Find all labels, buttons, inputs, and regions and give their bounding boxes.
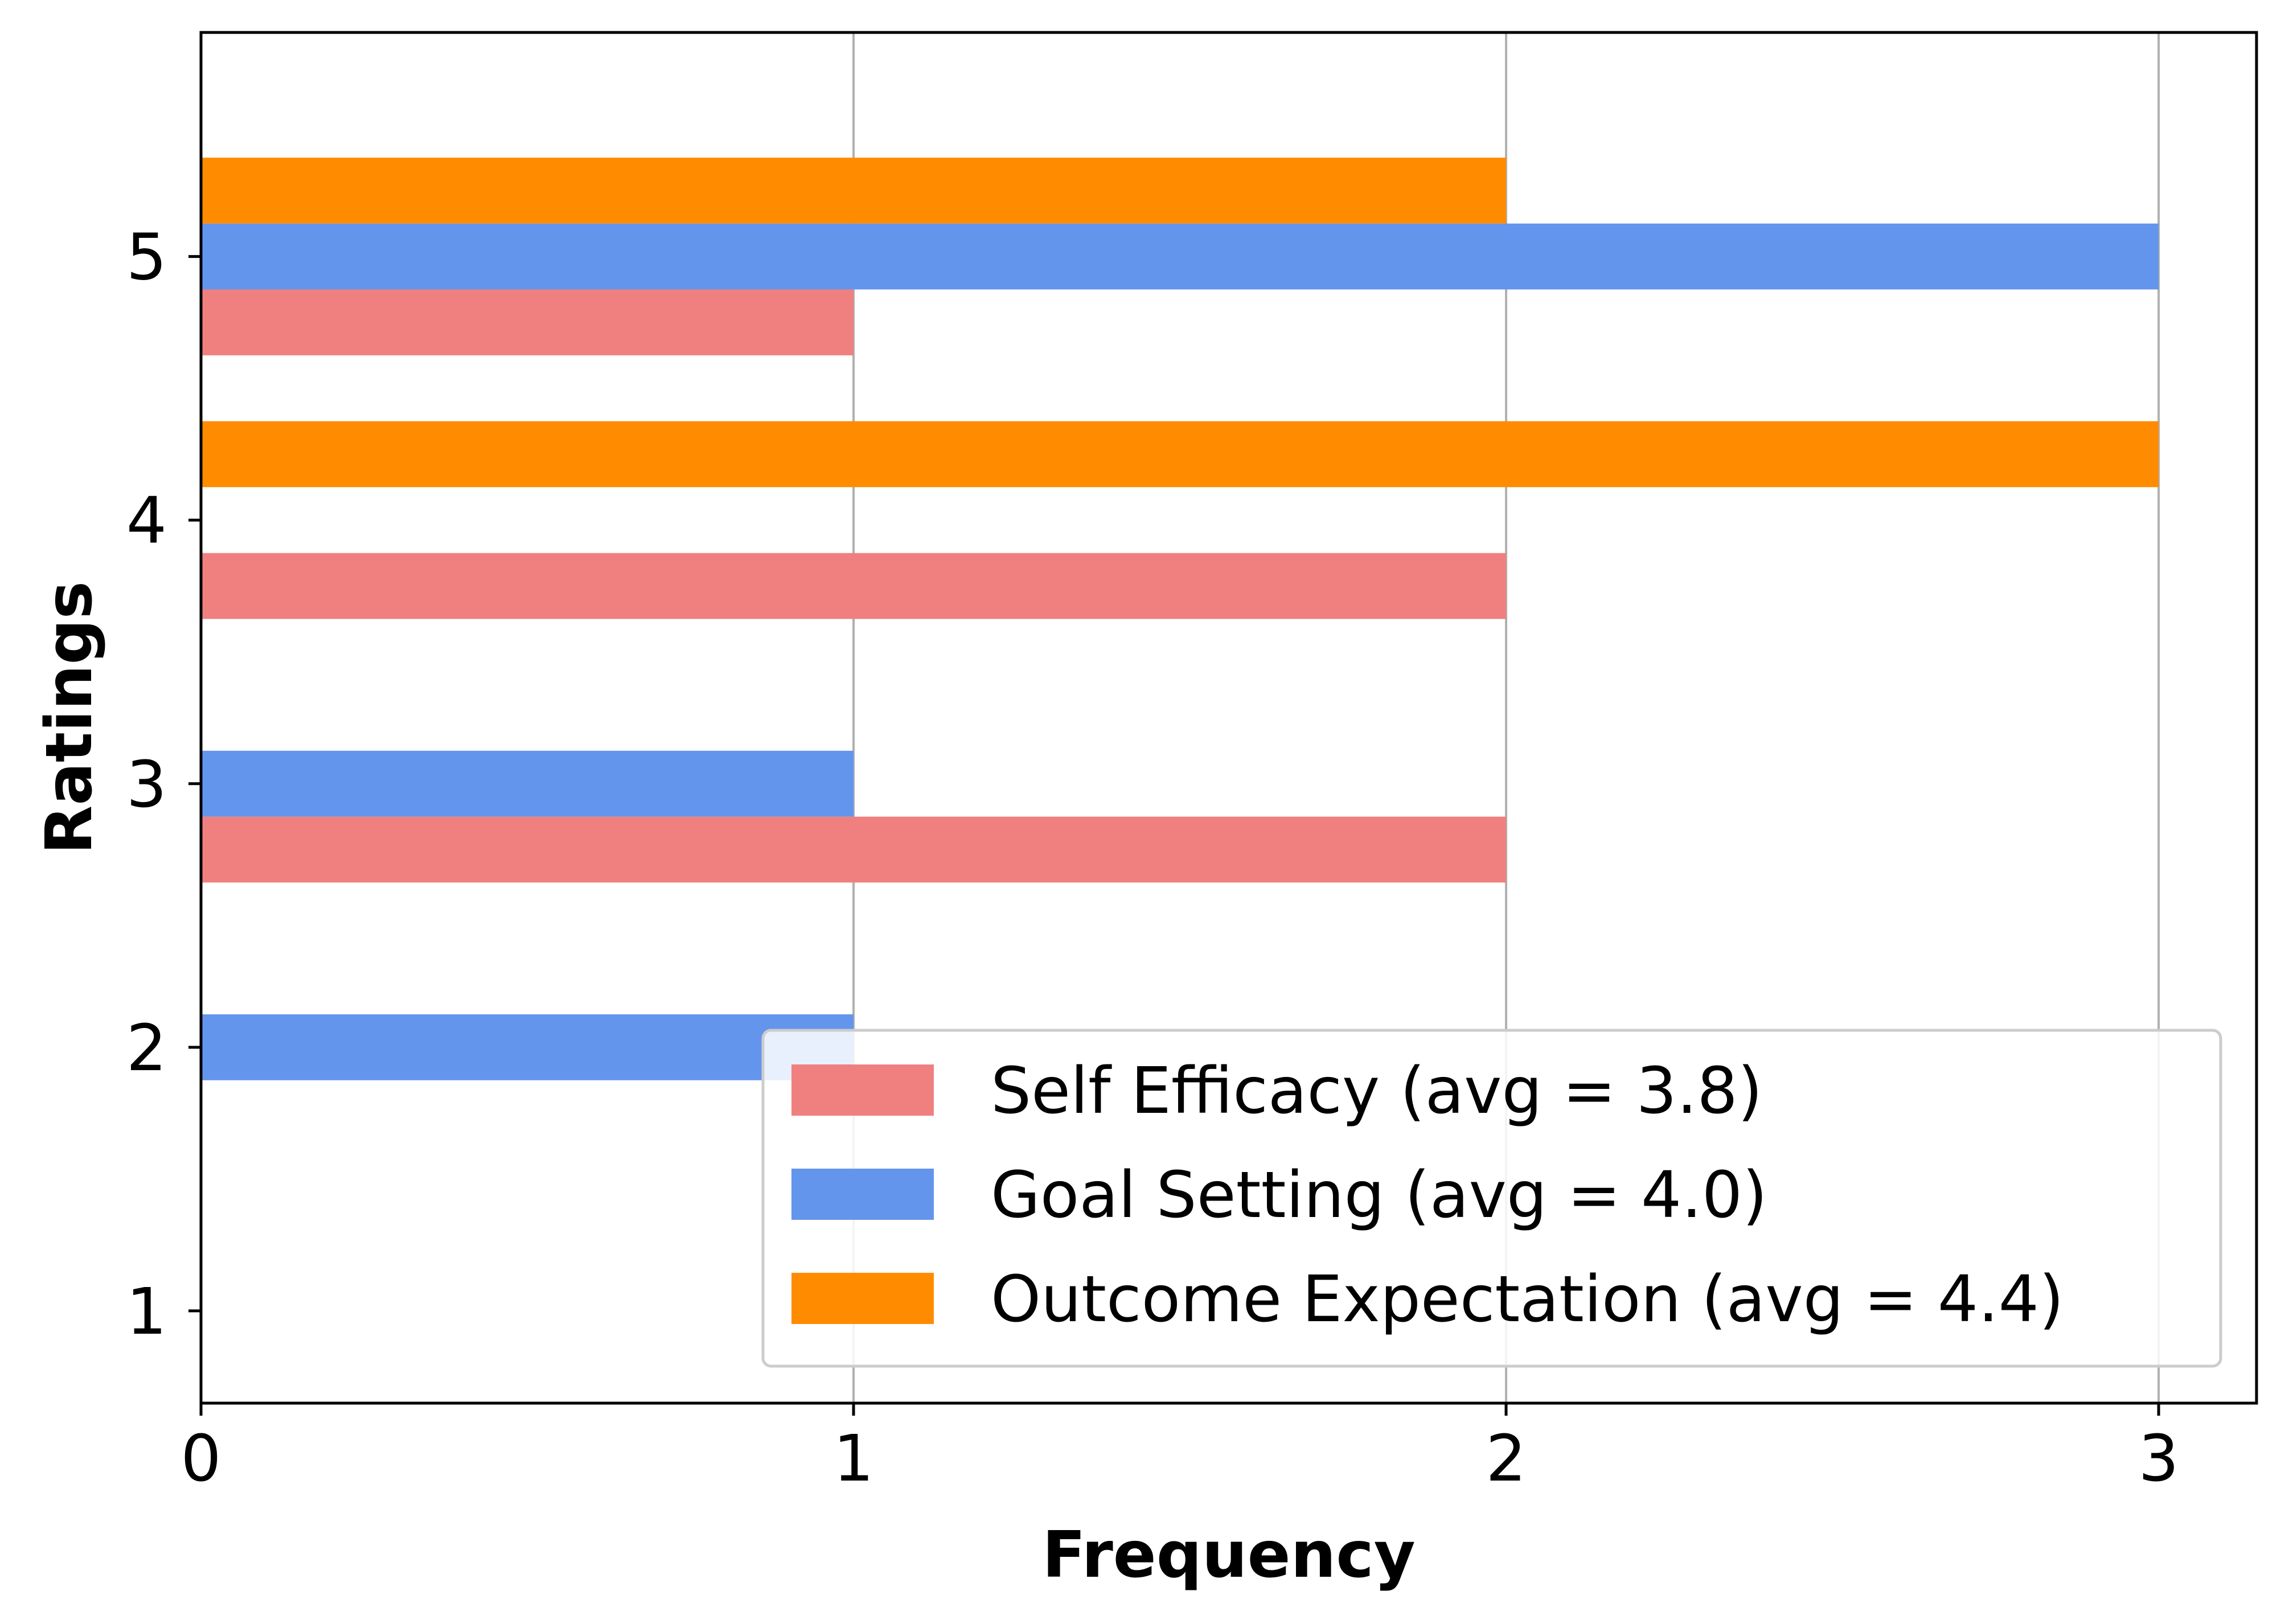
legend-label: Goal Setting (avg = 4.0) <box>991 1158 1767 1232</box>
legend-swatch <box>791 1169 934 1220</box>
x-tick-label: 2 <box>1486 1422 1526 1496</box>
legend-entry-outcome-expectation: Outcome Expectation (avg = 4.4) <box>791 1263 2064 1337</box>
y-tick-label: 5 <box>126 221 167 295</box>
bar <box>201 1014 854 1080</box>
x-tick-label: 0 <box>180 1422 221 1496</box>
legend-label: Self Efficacy (avg = 3.8) <box>991 1054 1762 1128</box>
y-tick-label: 1 <box>126 1275 167 1349</box>
bar <box>201 553 1507 619</box>
x-tick-label: 1 <box>833 1422 873 1496</box>
y-tick-label: 2 <box>126 1012 167 1086</box>
legend-frame <box>761 1029 2222 1368</box>
x-axis-ticks: 0 1 2 3 <box>180 1403 2179 1496</box>
bar <box>201 289 854 356</box>
bar <box>201 223 2159 290</box>
bar <box>201 750 854 817</box>
legend-entry-goal-setting: Goal Setting (avg = 4.0) <box>791 1158 1767 1232</box>
legend-entry-self-efficacy: Self Efficacy (avg = 3.8) <box>791 1054 1762 1128</box>
legend-swatch <box>791 1273 934 1324</box>
y-axis-ticks: 1 2 3 4 5 <box>126 221 201 1349</box>
x-tick-label: 3 <box>2138 1422 2179 1496</box>
x-axis-title: Frequency <box>1042 1518 1416 1592</box>
bar <box>201 157 1507 224</box>
legend-swatch <box>791 1064 934 1116</box>
bar <box>201 816 1507 883</box>
bars-group <box>201 157 2159 1080</box>
legend-label: Outcome Expectation (avg = 4.4) <box>991 1263 2064 1337</box>
plot-frame <box>199 31 2258 1405</box>
y-axis-title: Ratings <box>32 581 106 854</box>
legend: Self Efficacy (avg = 3.8) Goal Setting (… <box>761 1029 2222 1368</box>
y-tick-label: 4 <box>126 484 167 558</box>
y-tick-label: 3 <box>126 748 167 822</box>
bar <box>201 421 2159 487</box>
